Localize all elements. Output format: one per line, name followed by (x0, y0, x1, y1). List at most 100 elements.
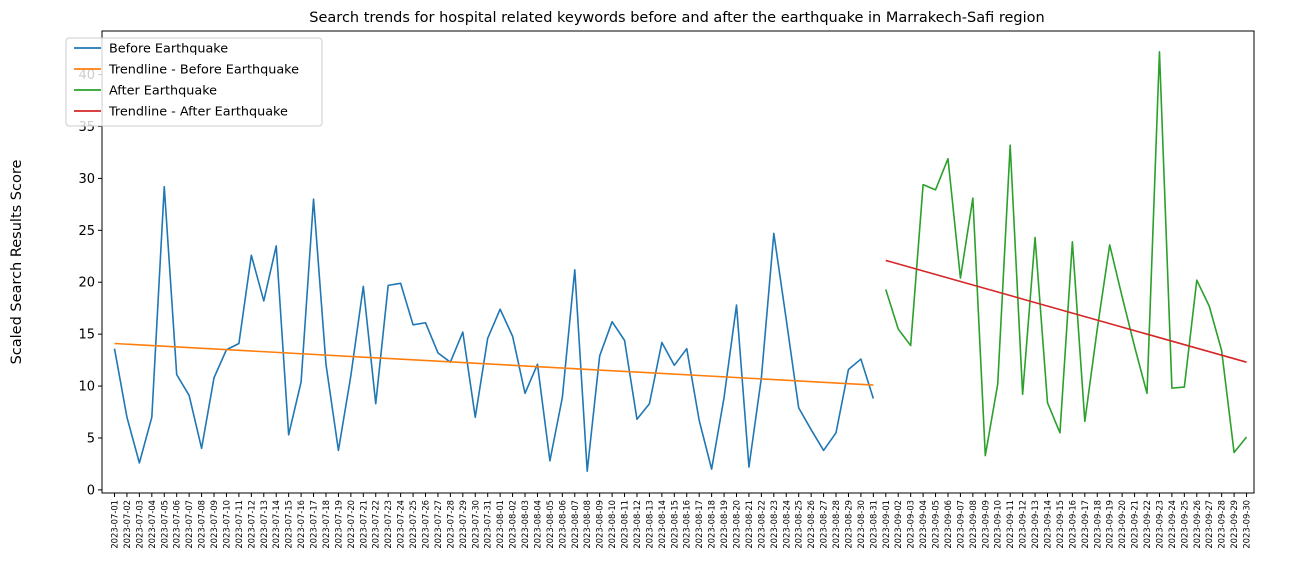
x-tick-label: 2023-07-30 (470, 500, 480, 549)
legend-label-trendline-after-earthquake: Trendline - After Earthquake (108, 105, 288, 120)
x-tick-label: 2023-08-17 (694, 500, 704, 549)
x-tick-label: 2023-09-13 (1030, 500, 1040, 549)
x-tick-label: 2023-09-11 (1005, 500, 1015, 549)
x-tick-label: 2023-08-14 (657, 500, 667, 549)
x-tick-label: 2023-07-14 (271, 500, 281, 549)
x-tick-label: 2023-07-09 (209, 500, 219, 549)
x-tick-label: 2023-09-22 (1142, 500, 1152, 549)
x-tick-label: 2023-08-05 (545, 500, 555, 549)
x-tick-label: 2023-07-27 (433, 500, 443, 549)
x-tick-label: 2023-09-12 (1018, 500, 1028, 549)
x-tick-label: 2023-08-12 (632, 500, 642, 549)
x-tick-label: 2023-09-28 (1217, 500, 1227, 549)
legend: Before Earthquake Trendline - Before Eart… (65, 37, 323, 127)
y-axis-label: Scaled Search Results Score (9, 160, 25, 365)
y-tick-label: 0 (87, 483, 95, 498)
x-tick-label: 2023-07-25 (408, 500, 418, 549)
x-tick-label: 2023-07-03 (134, 500, 144, 549)
y-axis: 0510152025303540 (78, 68, 102, 498)
x-tick-label: 2023-09-07 (955, 500, 965, 549)
series-line-trendline-after-earthquake (885, 259, 1247, 363)
x-tick-label: 2023-08-28 (831, 500, 841, 549)
x-tick-label: 2023-07-19 (333, 500, 343, 549)
x-tick-label: 2023-08-02 (508, 500, 518, 549)
legend-label-trendline-before-earthquake: Trendline - Before Earthquake (108, 63, 299, 78)
x-tick-label: 2023-07-13 (259, 500, 269, 549)
x-tick-label: 2023-07-12 (246, 500, 256, 549)
legend-label-before-earthquake: Before Earthquake (109, 42, 228, 57)
x-tick-label: 2023-08-15 (669, 500, 679, 549)
series-line-trendline-before-earthquake (114, 342, 874, 386)
x-tick-label: 2023-08-22 (756, 500, 766, 549)
x-tick-label: 2023-09-17 (1080, 500, 1090, 549)
x-tick-label: 2023-08-31 (868, 500, 878, 549)
x-tick-label: 2023-09-03 (906, 500, 916, 549)
x-tick-label: 2023-09-05 (931, 500, 941, 549)
x-axis: 2023-07-01 2023-07-02 2023-07-03 2023-07-04… (110, 493, 1252, 549)
x-tick-label: 2023-07-29 (458, 500, 468, 549)
x-tick-label: 2023-09-21 (1130, 500, 1140, 549)
x-tick-label: 2023-07-18 (321, 500, 331, 549)
x-tick-label: 2023-09-23 (1154, 500, 1164, 549)
x-tick-label: 2023-08-25 (794, 500, 804, 549)
x-tick-label: 2023-07-24 (396, 500, 406, 549)
x-tick-label: 2023-09-27 (1204, 500, 1214, 549)
x-tick-label: 2023-09-24 (1167, 500, 1177, 549)
x-tick-label: 2023-08-01 (495, 500, 505, 549)
x-tick-label: 2023-07-20 (346, 500, 356, 549)
x-tick-label: 2023-09-08 (968, 500, 978, 549)
x-tick-label: 2023-09-14 (1043, 500, 1053, 549)
x-tick-label: 2023-08-06 (557, 500, 567, 549)
series-line-after-earthquake (885, 50, 1248, 457)
x-tick-label: 2023-09-10 (993, 500, 1003, 549)
x-tick-label: 2023-08-18 (707, 500, 717, 549)
x-tick-label: 2023-08-23 (769, 500, 779, 549)
x-tick-label: 2023-07-31 (483, 500, 493, 549)
y-tick-label: 30 (78, 172, 95, 187)
y-tick-label: 15 (78, 328, 95, 343)
x-tick-label: 2023-09-02 (893, 500, 903, 549)
x-tick-label: 2023-09-16 (1067, 500, 1077, 549)
x-tick-label: 2023-08-19 (719, 500, 729, 549)
x-tick-label: 2023-07-05 (159, 500, 169, 549)
x-tick-label: 2023-07-26 (421, 500, 431, 549)
x-tick-label: 2023-09-09 (980, 500, 990, 549)
x-tick-label: 2023-09-19 (1105, 500, 1115, 549)
x-tick-label: 2023-09-30 (1242, 500, 1252, 549)
x-tick-label: 2023-07-06 (172, 500, 182, 549)
x-tick-label: 2023-07-10 (221, 500, 231, 549)
x-tick-label: 2023-08-03 (520, 500, 530, 549)
y-tick-label: 10 (78, 380, 95, 395)
x-tick-label: 2023-08-29 (843, 500, 853, 549)
x-tick-label: 2023-09-06 (943, 500, 953, 549)
x-tick-label: 2023-07-16 (296, 500, 306, 549)
x-tick-label: 2023-08-09 (595, 500, 605, 549)
y-tick-label: 20 (78, 276, 95, 291)
x-tick-label: 2023-08-24 (781, 500, 791, 549)
x-tick-label: 2023-09-04 (918, 500, 928, 549)
x-tick-label: 2023-09-29 (1229, 500, 1239, 549)
series-line-before-earthquake (113, 185, 875, 473)
chart-title: Search trends for hospital related keywo… (309, 10, 1044, 26)
x-tick-label: 2023-08-08 (582, 500, 592, 549)
x-tick-label: 2023-08-20 (732, 500, 742, 549)
legend-label-after-earthquake: After Earthquake (109, 84, 217, 99)
plot-area (113, 50, 1248, 473)
x-tick-label: 2023-09-26 (1192, 500, 1202, 549)
x-tick-label: 2023-08-13 (644, 500, 654, 549)
x-tick-label: 2023-07-22 (371, 500, 381, 549)
x-tick-label: 2023-07-21 (358, 500, 368, 549)
x-tick-label: 2023-08-04 (532, 500, 542, 549)
x-tick-label: 2023-07-01 (110, 500, 120, 549)
x-tick-label: 2023-08-30 (856, 500, 866, 549)
y-tick-label: 5 (87, 431, 95, 446)
x-tick-label: 2023-07-28 (445, 500, 455, 549)
x-tick-label: 2023-07-23 (383, 500, 393, 549)
x-tick-label: 2023-09-01 (881, 500, 891, 549)
x-tick-label: 2023-08-27 (819, 500, 829, 549)
x-tick-label: 2023-07-02 (122, 500, 132, 549)
y-tick-label: 25 (78, 224, 95, 239)
x-tick-label: 2023-07-11 (234, 500, 244, 549)
x-tick-label: 2023-07-08 (197, 500, 207, 549)
